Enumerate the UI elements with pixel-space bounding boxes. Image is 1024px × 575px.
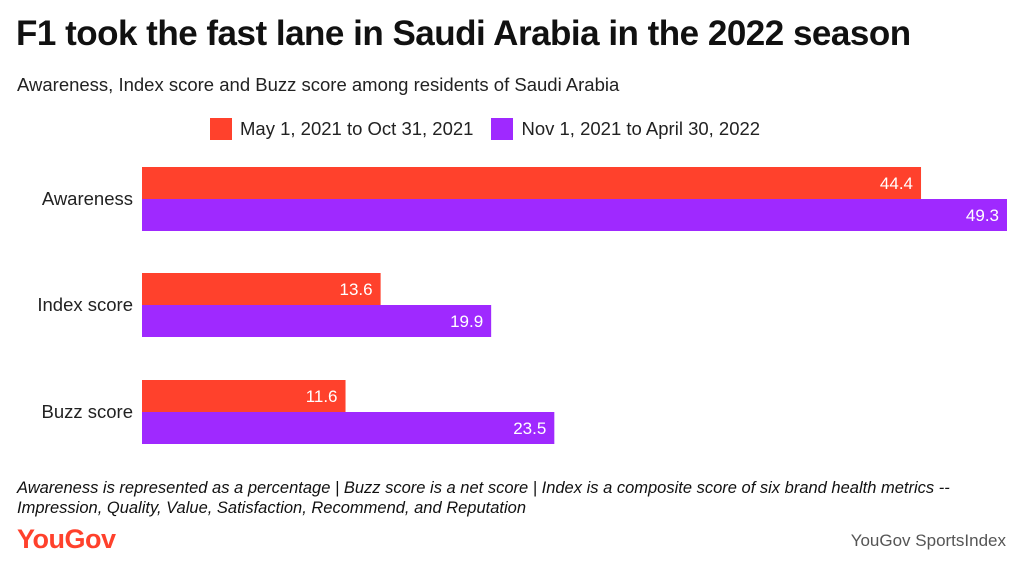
category-label: Index score <box>37 294 133 315</box>
legend-swatch-series-1 <box>210 118 232 140</box>
legend: May 1, 2021 to Oct 31, 2021 Nov 1, 2021 … <box>210 118 778 140</box>
bar-value-label: 23.5 <box>513 419 546 438</box>
chart-subtitle: Awareness, Index score and Buzz score am… <box>17 74 620 95</box>
bar-chart: Awareness 44.4 49.3 Index score 13.6 19.9 Buzz… <box>37 167 1007 444</box>
bar <box>142 305 492 337</box>
bar-value-label: 13.6 <box>340 280 373 299</box>
legend-swatch-series-2 <box>491 118 514 140</box>
bar <box>142 199 1007 231</box>
source-label: YouGov SportsIndex <box>850 531 1006 550</box>
legend-label-series-2: Nov 1, 2021 to April 30, 2022 <box>521 118 761 139</box>
bar <box>142 273 381 305</box>
legend-item-series-1: May 1, 2021 to Oct 31, 2021 <box>210 118 473 140</box>
legend-label-series-1: May 1, 2021 to Oct 31, 2021 <box>240 118 474 139</box>
category-label: Buzz score <box>41 401 133 422</box>
footnote: Awareness is represented as a percentage… <box>17 479 950 517</box>
chart-title: F1 took the fast lane in Saudi Arabia in… <box>16 14 911 53</box>
bar <box>142 167 922 199</box>
bar-value-label: 19.9 <box>450 312 483 331</box>
category-label: Awareness <box>42 188 133 209</box>
legend-item-series-2: Nov 1, 2021 to April 30, 2022 <box>491 118 760 140</box>
bar <box>142 380 346 412</box>
bar-value-label: 44.4 <box>880 174 913 193</box>
bar-value-label: 11.6 <box>306 387 338 406</box>
yougov-logo: YouGov <box>17 524 116 554</box>
bar-value-label: 49.3 <box>966 206 999 225</box>
bar <box>142 412 555 444</box>
